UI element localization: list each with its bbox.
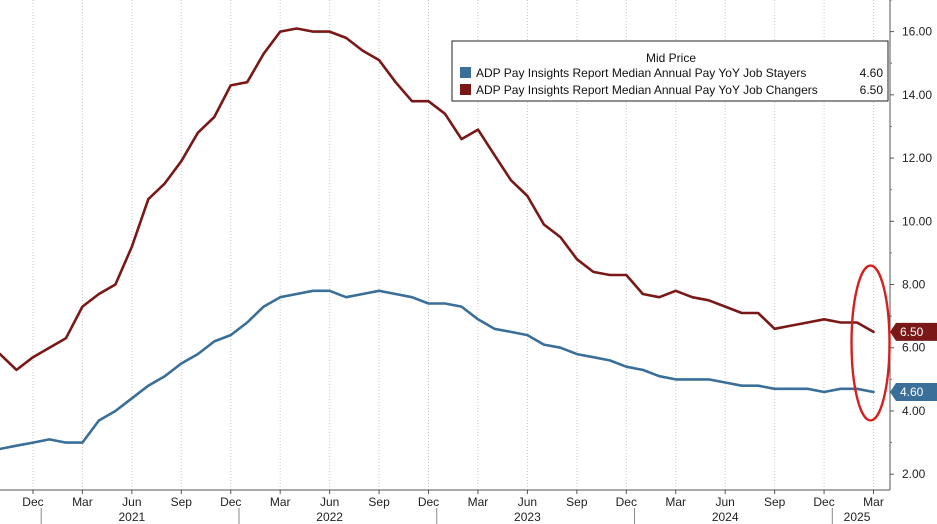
badge-shape <box>890 322 937 341</box>
y-tick-label: 16.00 <box>902 25 932 39</box>
x-tick-label: Dec <box>220 495 241 509</box>
x-tick-label: Mar <box>665 495 686 509</box>
legend-value-job-changers: 6.50 <box>860 83 884 97</box>
x-year-label: 2025 <box>844 510 871 524</box>
x-year-label: 2021 <box>119 510 146 524</box>
x-tick-label: Mar <box>863 495 884 509</box>
y-axis-ticks: 2.00 4.00 6.00 8.00 10.00 12.00 14.00 16.00 <box>890 0 932 481</box>
x-tick-label: Mar <box>468 495 489 509</box>
x-tick-label: Jun <box>320 495 339 509</box>
y-tick-label: 8.00 <box>902 278 926 292</box>
legend-label-job-changers: ADP Pay Insights Report Median Annual Pa… <box>476 83 818 97</box>
x-tick-label: Jun <box>122 495 141 509</box>
legend-title: Mid Price <box>646 51 696 65</box>
last-value-badges: 4.60 6.50 <box>890 322 937 401</box>
badge-value: 4.60 <box>900 385 924 399</box>
x-axis-ticks: Dec Mar Jun Sep Dec Mar Jun Sep Dec Mar Jun Sep Dec M… <box>22 490 884 524</box>
x-tick-label: Dec <box>616 495 637 509</box>
legend-box <box>451 40 889 102</box>
series-line-job-changers <box>0 27 875 372</box>
x-year-label: 2024 <box>712 510 739 524</box>
highlight-ellipse <box>850 264 891 422</box>
x-tick-label: Dec <box>418 495 439 509</box>
legend-value-job-stayers: 4.60 <box>860 66 884 80</box>
y-tick-label: 10.00 <box>902 214 932 228</box>
last-value-badge-job-stayers: 4.60 <box>890 383 937 401</box>
x-year-label: 2022 <box>316 510 343 524</box>
annotation <box>850 264 891 422</box>
legend: Mid Price ADP Pay Insights Report Median… <box>451 40 889 102</box>
x-tick-label: Sep <box>566 495 588 509</box>
y-tick-label: 12.00 <box>902 151 932 165</box>
x-tick-label: Sep <box>368 495 390 509</box>
x-year-label: 2023 <box>514 510 541 524</box>
x-tick-label: Mar <box>270 495 291 509</box>
y-tick-label: 4.00 <box>902 404 926 418</box>
x-tick-label: Dec <box>813 495 834 509</box>
x-tick-label: Sep <box>171 495 193 509</box>
legend-swatch-job-stayers <box>460 67 471 78</box>
x-tick-label: Jun <box>716 495 735 509</box>
series-line-job-stayers <box>0 289 875 451</box>
axes <box>0 0 891 491</box>
x-tick-label: Dec <box>22 495 43 509</box>
last-value-badge-job-changers: 6.50 <box>890 322 937 341</box>
badge-shape <box>890 383 937 401</box>
legend-swatch-job-changers <box>460 84 471 95</box>
y-tick-label: 6.00 <box>902 341 926 355</box>
badge-value: 6.50 <box>900 325 924 339</box>
y-tick-label: 14.00 <box>902 88 932 102</box>
y-tick-label: 2.00 <box>902 467 926 481</box>
x-tick-label: Sep <box>764 495 786 509</box>
series-lines <box>0 27 875 451</box>
legend-label-job-stayers: ADP Pay Insights Report Median Annual Pa… <box>476 66 806 80</box>
x-tick-label: Jun <box>518 495 537 509</box>
x-tick-label: Mar <box>72 495 93 509</box>
